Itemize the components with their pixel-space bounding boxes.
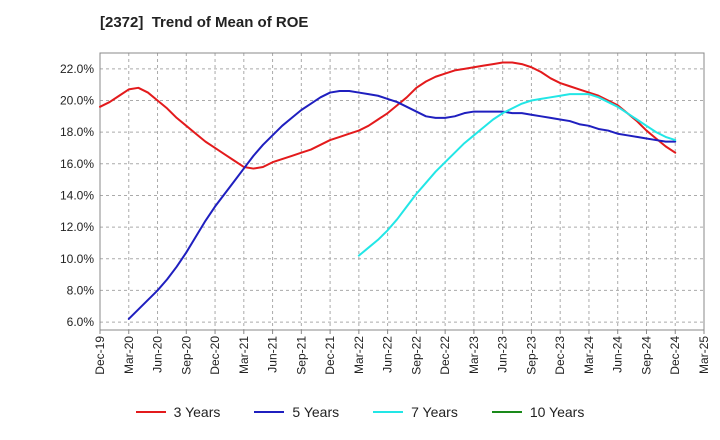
grid <box>100 53 704 330</box>
y-tick-label: 10.0% <box>60 252 94 266</box>
y-tick-label: 16.0% <box>60 157 94 171</box>
x-tick-label: Dec-20 <box>208 336 222 375</box>
x-tick-label: Mar-20 <box>122 336 136 374</box>
x-tick-label: Dec-24 <box>668 336 682 375</box>
x-tick-label: Dec-22 <box>438 336 452 375</box>
legend-swatch <box>254 411 285 413</box>
x-tick-label: Dec-19 <box>93 336 107 375</box>
legend-swatch <box>491 411 522 413</box>
y-tick-label: 6.0% <box>67 315 95 329</box>
x-tick-label: Jun-23 <box>496 336 510 373</box>
legend-label: 7 Years <box>411 404 458 420</box>
x-tick-label: Sep-21 <box>294 336 308 375</box>
series-line-7-years <box>357 93 677 257</box>
x-tick-label: Sep-20 <box>179 336 193 375</box>
x-tick-label: Dec-21 <box>323 336 337 375</box>
x-tick-label: Mar-25 <box>697 336 711 374</box>
legend-swatch <box>135 411 166 413</box>
legend-label: 3 Years <box>173 404 221 420</box>
y-tick-label: 18.0% <box>60 125 94 139</box>
x-tick-label: Sep-24 <box>639 336 653 375</box>
y-tick-label: 14.0% <box>60 188 94 202</box>
legend: 3 Years 5 Years 7 Years 10 Years <box>0 404 720 420</box>
series-lines <box>99 61 677 320</box>
x-tick-label: Jun-20 <box>151 336 165 373</box>
y-tick-label: 20.0% <box>60 93 94 107</box>
legend-item: 7 Years <box>373 404 458 420</box>
series-line-5-years <box>127 89 677 320</box>
legend-label: 10 Years <box>529 404 585 420</box>
y-tick-label: 12.0% <box>60 220 94 234</box>
legend-swatch <box>373 411 404 413</box>
legend-label: 5 Years <box>292 404 340 420</box>
y-tick-label: 22.0% <box>60 62 94 76</box>
x-tick-label: Sep-22 <box>409 336 423 375</box>
x-tick-label: Jun-24 <box>611 336 625 373</box>
x-tick-label: Dec-23 <box>553 336 567 375</box>
x-tick-label: Mar-22 <box>352 336 366 374</box>
axes: 6.0% 8.0% 10.0% 12.0% 14.0% 16.0% 18.0% 20.0% 22… <box>60 52 711 375</box>
x-tick-label: Mar-21 <box>237 336 251 374</box>
x-tick-label: Mar-23 <box>467 336 481 374</box>
plot-frame <box>99 52 705 331</box>
legend-item: 3 Years <box>135 404 221 420</box>
chart-title: [2372] Trend of Mean of ROE <box>100 14 309 31</box>
y-tick-label: 8.0% <box>67 283 95 297</box>
legend-item: 5 Years <box>254 404 339 420</box>
x-tick-label: Mar-24 <box>582 336 596 374</box>
x-tick-label: Jun-22 <box>381 336 395 373</box>
x-tick-label: Jun-21 <box>266 336 280 373</box>
series-line-3-years <box>99 61 677 170</box>
x-tick-label: Sep-23 <box>524 336 538 375</box>
legend-item: 10 Years <box>491 404 585 420</box>
